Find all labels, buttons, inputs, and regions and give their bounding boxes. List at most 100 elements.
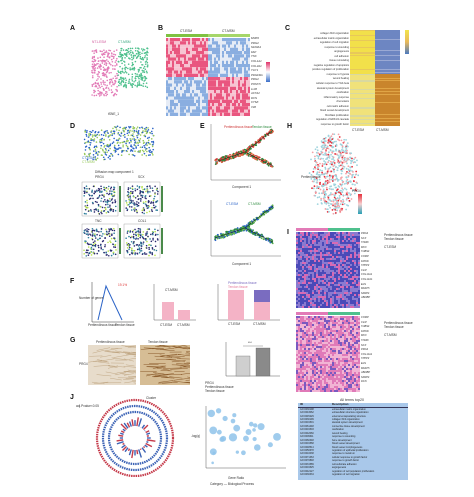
panel-c-term-label: extracellular matrix organization — [313, 36, 349, 40]
panel-c-term-label: ossification — [336, 91, 349, 95]
panel-g-image-2-title: Tendon tissue — [148, 340, 168, 344]
panel-b-gene-label: COL3A1 — [251, 63, 262, 68]
panel-j-circos — [95, 398, 175, 477]
panel-g-bar-1 — [235, 355, 251, 377]
panel-g-row-3: Tendon tissue — [205, 389, 225, 393]
panel-d-sub-2: SCX — [138, 175, 145, 179]
panel-a-tsne-plot — [91, 47, 149, 97]
panel-e-legend-bottom-1: CT-ESM — [226, 202, 239, 206]
panel-i-heatmap-top — [296, 228, 360, 308]
panel-i-gene-label: TNMD — [361, 241, 369, 245]
panel-i-gene-label: SCX — [361, 343, 367, 347]
panel-i-gene-list-top: PRG4 SCX TNMD MKX THBS4 COMP FMOD TPPP3 CILP COL1… — [361, 232, 383, 301]
panel-d-sub-1: PRG4 — [95, 175, 104, 179]
panel-i-gene-label: PRG4 — [361, 232, 369, 235]
panel-c-term-label: regulation of cell migration — [319, 41, 349, 45]
panel-j-label: J — [70, 394, 74, 401]
panel-j-table-id: GO:0030198 — [300, 407, 314, 411]
panel-f-label: F — [70, 278, 75, 285]
panel-j-table-row: GO:0030198 extracellular matrix organizat… — [298, 408, 408, 411]
panel-f-right-x-2: CT-MSM — [253, 322, 266, 326]
panel-j-table-id: GO:0042060 — [300, 431, 314, 435]
panel-c-term-label: tissue remodeling — [329, 59, 349, 63]
panel-i-gene-label: FMOD — [361, 259, 369, 263]
panel-j-table-row: GO:0042060 wound healing — [298, 432, 408, 435]
panel-j-scatter-ylabel: -log(q) — [191, 434, 201, 438]
panel-b-gene-label: MMP2 — [251, 36, 260, 40]
panel-j-bubble-plot — [205, 406, 286, 469]
panel-f-stack-2-bottom — [254, 302, 270, 320]
panel-i-gene-label: SFRP4 — [361, 291, 370, 295]
panel-j-table-id: GO:0001501 — [300, 421, 314, 425]
panel-b-gene-label: CTSK — [251, 100, 259, 105]
panel-i-gene-label: FMOD — [361, 329, 369, 333]
panel-j-table-desc: blood vessel morphogenesis — [332, 445, 363, 449]
panel-g-bar-chart — [225, 342, 280, 377]
panel-f-right-x-1: CT-ESM — [228, 322, 241, 326]
panel-j-table-id: GO:0060348 — [300, 438, 314, 442]
panel-j-table-row: GO:0001525 angiogenesis — [298, 466, 408, 469]
panel-j-table-row: GO:0045229 external encapsulating structu… — [298, 415, 408, 418]
panel-j-table-id: GO:0061448 — [300, 424, 314, 428]
panel-d-label: D — [70, 123, 76, 130]
panel-i-legend-top-2: Tendon tissue — [384, 237, 404, 241]
panel-i-gene-label: PRG4 — [361, 348, 369, 352]
panel-f-bar-2 — [178, 310, 190, 320]
panel-j-table-desc: wound healing — [332, 431, 348, 435]
panel-b-group-2: CT-MSM — [222, 29, 235, 33]
panel-i-gene-label: COL11A1 — [361, 352, 373, 356]
panel-j-table-desc: response to growth factor — [332, 459, 359, 463]
panel-j-table-desc: skeletal system development — [332, 421, 363, 425]
panel-f-stacked-bars — [217, 284, 280, 321]
panel-j-table-desc: extracellular structure organization — [332, 411, 369, 415]
panel-j-table-row: GO:0061448 connective tissue development — [298, 425, 408, 428]
panel-j-table-desc: connective tissue development — [332, 424, 365, 428]
panel-b-gene-label: VIM — [251, 104, 256, 109]
panel-j-table-id: GO:0048514 — [300, 445, 314, 449]
panel-j-table-desc: cellular response to growth factor — [332, 455, 368, 459]
panel-i-legend-bottom-2: Tendon tissue — [384, 325, 404, 329]
panel-j-table-desc: regulation of cell migration — [332, 473, 360, 477]
panel-j-table-id: GO:0030334 — [300, 473, 314, 477]
panel-d-legend-1: CT-ESM — [82, 156, 95, 160]
panel-h-scale-label: PRG4 — [352, 189, 361, 193]
panel-g-image-1-title: Peritendinous tissue — [96, 340, 125, 344]
panel-c-heatmap — [350, 30, 400, 126]
panel-i-gene-label: MFAP5 — [361, 366, 370, 370]
panel-j-table-header-cell: Description — [332, 402, 349, 406]
panel-e-legend-top-2: Tendon tissue — [252, 125, 272, 129]
panel-j-circ-top: Cluster — [146, 396, 157, 400]
panel-j-table-row: GO:0048514 blood vessel morphogenesis — [298, 446, 408, 449]
panel-d-xlabel: Diffusion map component 1 — [95, 170, 134, 174]
panel-f-left-title: Number of genes — [79, 296, 104, 300]
panel-j-table-id: GO:0001568 — [300, 442, 314, 446]
panel-f-middle-x-1: CT-ESM — [160, 323, 173, 327]
panel-j-table-row: GO:0070848 response to growth factor — [298, 459, 408, 462]
panel-h-color-scale — [358, 194, 362, 214]
panel-i-gene-label: COL12A1 — [361, 277, 373, 281]
panel-b-label: B — [158, 25, 164, 32]
panel-b-heatmap — [166, 34, 250, 116]
panel-j-table-row: GO:0030334 regulation of cell migration — [298, 473, 408, 476]
panel-g-bar-2 — [255, 347, 271, 377]
panel-a-label: A — [70, 25, 76, 32]
panel-i-gene-label: COMP — [361, 316, 369, 319]
panel-h-label: H — [287, 123, 293, 130]
panel-j-table-id: GO:0001525 — [300, 466, 314, 470]
panel-j-table-desc: blood vessel development — [332, 442, 360, 446]
panel-i-group-top: CT-ESM — [384, 245, 397, 249]
panel-g-histology-image-2 — [140, 345, 190, 385]
panel-f-middle-x-2: CT-MSM — [177, 323, 190, 327]
panel-i-gene-label: THBS4 — [361, 250, 370, 254]
panel-e-trajectory-top — [210, 124, 281, 181]
panel-j-table-row: GO:0043062 extracellular structure organi… — [298, 411, 408, 414]
panel-j-table-row: GO:0001501 skeletal system development — [298, 421, 408, 424]
panel-b-gene-label: POSTN — [251, 81, 261, 86]
panel-j-scatter-footer: Category — Biological Process — [210, 482, 254, 486]
panel-j-table-id: GO:0001503 — [300, 428, 314, 432]
panel-d-sub-3: TNC — [95, 219, 102, 223]
panel-i-gene-label: MFAP5 — [361, 287, 370, 291]
panel-c-term-label: response to hypoxia — [326, 72, 349, 76]
panel-i-heatmap-bottom — [296, 312, 360, 392]
panel-g-row-2: Peritendinous tissue — [205, 385, 234, 389]
